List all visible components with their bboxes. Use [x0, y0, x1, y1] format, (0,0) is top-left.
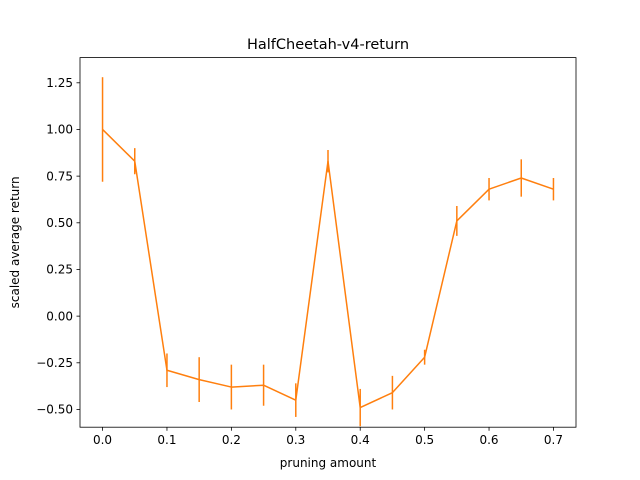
x-tick-label: 0.3: [286, 433, 305, 447]
x-tick-label: 0.5: [415, 433, 434, 447]
y-axis-label: scaled average return: [8, 176, 22, 308]
x-tick-label: 0.4: [351, 433, 370, 447]
y-tick-label: 1.00: [46, 123, 73, 137]
y-tick-label: 1.25: [46, 76, 73, 90]
x-axis: 0.0 0.1 0.2 0.3 0.4 0.5 0.6 0.7: [93, 427, 563, 447]
y-tick-label: 0.00: [46, 309, 73, 323]
x-tick-label: 0.1: [157, 433, 176, 447]
x-tick-label: 0.0: [93, 433, 112, 447]
y-tick-label: 0.75: [46, 169, 73, 183]
y-axis: −0.50 −0.25 0.00 0.25 0.50 0.75 1.00 1.25: [36, 76, 80, 417]
x-tick-label: 0.7: [544, 433, 563, 447]
y-tick-label: 0.50: [46, 216, 73, 230]
x-tick-label: 0.6: [479, 433, 498, 447]
x-tick-label: 0.2: [222, 433, 241, 447]
y-tick-label: −0.25: [36, 356, 73, 370]
axes-frame: [79, 57, 577, 428]
series-line: [102, 128, 554, 409]
plot-layer: [101, 77, 555, 427]
y-tick-label: −0.50: [36, 403, 73, 417]
chart-title: HalfCheetah-v4-return: [247, 37, 409, 53]
x-axis-label: pruning amount: [280, 456, 377, 470]
y-tick-label: 0.25: [46, 263, 73, 277]
